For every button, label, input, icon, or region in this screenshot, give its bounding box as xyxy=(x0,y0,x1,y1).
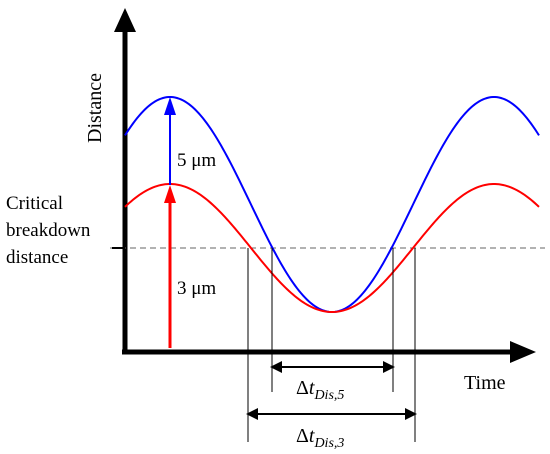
threshold-label-line-2: breakdown xyxy=(6,220,91,241)
interval-outer-t: t xyxy=(309,425,315,447)
interval-inner-t: t xyxy=(309,377,315,399)
interval-outer-delta: Δ xyxy=(296,425,309,447)
red-arrowhead xyxy=(164,185,176,203)
threshold-label-line-1: Critical xyxy=(6,193,63,214)
interval-outer-sub: Dis,3 xyxy=(313,436,344,451)
red-amplitude-label: 3 μm xyxy=(177,278,216,299)
interval-label-inner: ΔtDis,5 xyxy=(296,377,344,403)
x-axis-arrowhead xyxy=(510,341,536,363)
interval-inner-sub: Dis,5 xyxy=(313,388,344,403)
x-axis-label: Time xyxy=(464,372,506,394)
red-curve xyxy=(124,183,540,313)
y-axis-arrowhead xyxy=(114,8,136,32)
interval-inner-delta: Δ xyxy=(296,377,309,399)
threshold-label-line-3: distance xyxy=(6,247,68,268)
interval-label-outer: ΔtDis,3 xyxy=(296,425,344,451)
blue-arrowhead xyxy=(164,97,176,115)
y-axis-label: Distance xyxy=(84,73,106,143)
blue-amplitude-label: 5 μm xyxy=(177,150,216,171)
